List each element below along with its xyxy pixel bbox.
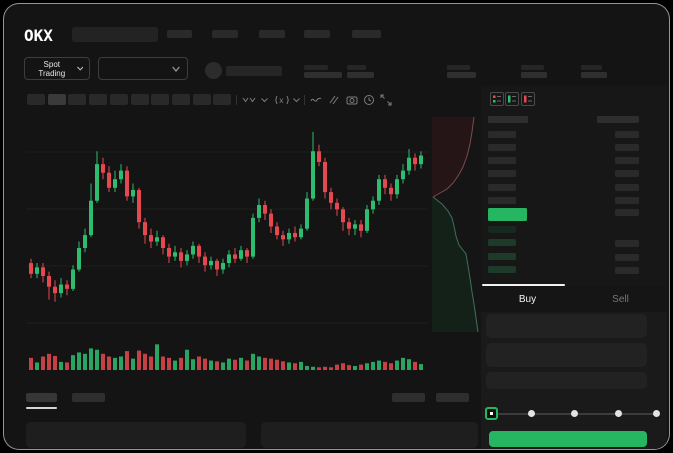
bid-row-price[interactable] xyxy=(488,265,516,273)
total-field[interactable] xyxy=(486,372,647,389)
market-type-dropdown[interactable]: Spot Trading xyxy=(24,57,90,80)
chevron-down-icon xyxy=(172,66,180,72)
timeframe-button[interactable] xyxy=(109,94,128,105)
nav-item-placeholder[interactable] xyxy=(259,30,285,38)
ask-row-amount[interactable] xyxy=(615,143,639,151)
pair-name-placeholder xyxy=(226,66,282,76)
tab-buy[interactable]: Buy xyxy=(518,293,537,305)
bid-row-amount[interactable] xyxy=(615,253,639,261)
chevron-down-icon[interactable] xyxy=(260,94,272,106)
book-header-price xyxy=(488,116,528,123)
search-input[interactable] xyxy=(72,27,158,42)
timeframe-button[interactable] xyxy=(89,94,108,105)
timeframe-button[interactable] xyxy=(47,94,66,105)
timeframe-button[interactable] xyxy=(171,94,190,105)
candlestick-chart[interactable] xyxy=(22,112,482,376)
bottom-action-placeholder[interactable] xyxy=(392,393,425,402)
nav-item-placeholder[interactable] xyxy=(167,30,192,38)
trade-tabs: Buy Sell xyxy=(481,286,667,312)
clock-icon[interactable] xyxy=(363,94,375,106)
ask-row-price[interactable] xyxy=(488,130,516,138)
timeframe-button[interactable] xyxy=(192,94,211,105)
nav-item-placeholder[interactable] xyxy=(352,30,381,38)
nav-item-placeholder[interactable] xyxy=(212,30,238,38)
ask-row-amount[interactable] xyxy=(615,157,639,165)
fullscreen-icon[interactable] xyxy=(380,94,392,106)
price-field[interactable] xyxy=(486,314,647,338)
last-price-amount xyxy=(615,209,639,216)
pair-coin-icon xyxy=(205,62,222,79)
tab-sell[interactable]: Sell xyxy=(612,293,629,305)
active-tab-underline xyxy=(482,284,565,286)
toolbar-divider xyxy=(304,95,305,105)
book-bids-icon[interactable] xyxy=(505,92,519,106)
bid-row-price[interactable] xyxy=(488,226,516,233)
market-type-label: Spot Trading xyxy=(38,59,66,78)
slider-stop-75[interactable] xyxy=(615,410,622,417)
trade-sidebar: Buy Sell xyxy=(481,86,667,449)
chevron-down-icon[interactable] xyxy=(292,94,304,106)
bid-row-price[interactable] xyxy=(488,239,516,247)
app-window: OKX Spot Trading x xyxy=(3,3,670,450)
pair-dropdown[interactable] xyxy=(98,57,188,80)
ask-row-price[interactable] xyxy=(488,170,516,178)
ask-row-amount[interactable] xyxy=(615,197,639,204)
okx-logo[interactable]: OKX xyxy=(24,26,53,45)
ask-row-amount[interactable] xyxy=(615,183,639,191)
orders-empty-panel xyxy=(26,422,246,448)
order-history-tab[interactable] xyxy=(72,393,105,402)
orders-empty-panel xyxy=(261,422,478,448)
bid-row-amount[interactable] xyxy=(615,266,639,274)
timeframe-button[interactable] xyxy=(68,94,87,105)
trade-form xyxy=(481,312,667,449)
toolbar-divider xyxy=(236,95,237,105)
timeframe-button[interactable] xyxy=(130,94,149,105)
bottom-action-placeholder[interactable] xyxy=(436,393,469,402)
slider-stop-50[interactable] xyxy=(571,410,578,417)
wave-icon[interactable] xyxy=(310,94,322,106)
amount-field[interactable] xyxy=(486,343,647,367)
chevron-down-icon xyxy=(76,66,83,71)
book-header-amount xyxy=(597,116,639,123)
camera-icon[interactable] xyxy=(346,94,358,106)
ask-row-price[interactable] xyxy=(488,143,516,151)
slider-stop-25[interactable] xyxy=(528,410,535,417)
book-asks-icon[interactable] xyxy=(521,92,535,106)
buy-submit-button[interactable] xyxy=(489,431,647,447)
percent-slider-handle[interactable] xyxy=(485,407,498,420)
active-tab-underline xyxy=(26,407,57,409)
compare-icon[interactable] xyxy=(328,94,340,106)
bid-row-amount[interactable] xyxy=(615,240,639,248)
ask-row-price[interactable] xyxy=(488,157,516,165)
ask-row-price[interactable] xyxy=(488,183,516,191)
ask-row-price[interactable] xyxy=(488,197,516,204)
candle-type-icon[interactable] xyxy=(242,94,256,106)
nav-item-placeholder[interactable] xyxy=(304,30,330,38)
svg-text:x: x xyxy=(279,96,284,105)
ask-row-amount[interactable] xyxy=(615,130,639,138)
last-price-bar[interactable] xyxy=(488,207,527,221)
timeframe-button[interactable] xyxy=(27,94,45,105)
indicators-fx-icon[interactable]: x xyxy=(275,94,289,106)
ask-row-amount[interactable] xyxy=(615,170,639,178)
book-combined-icon[interactable] xyxy=(490,92,504,106)
timeframe-button[interactable] xyxy=(151,94,170,105)
slider-stop-100[interactable] xyxy=(653,410,660,417)
bid-row-price[interactable] xyxy=(488,252,516,260)
timeframe-button[interactable] xyxy=(213,94,232,105)
orders-tab[interactable] xyxy=(26,393,57,402)
